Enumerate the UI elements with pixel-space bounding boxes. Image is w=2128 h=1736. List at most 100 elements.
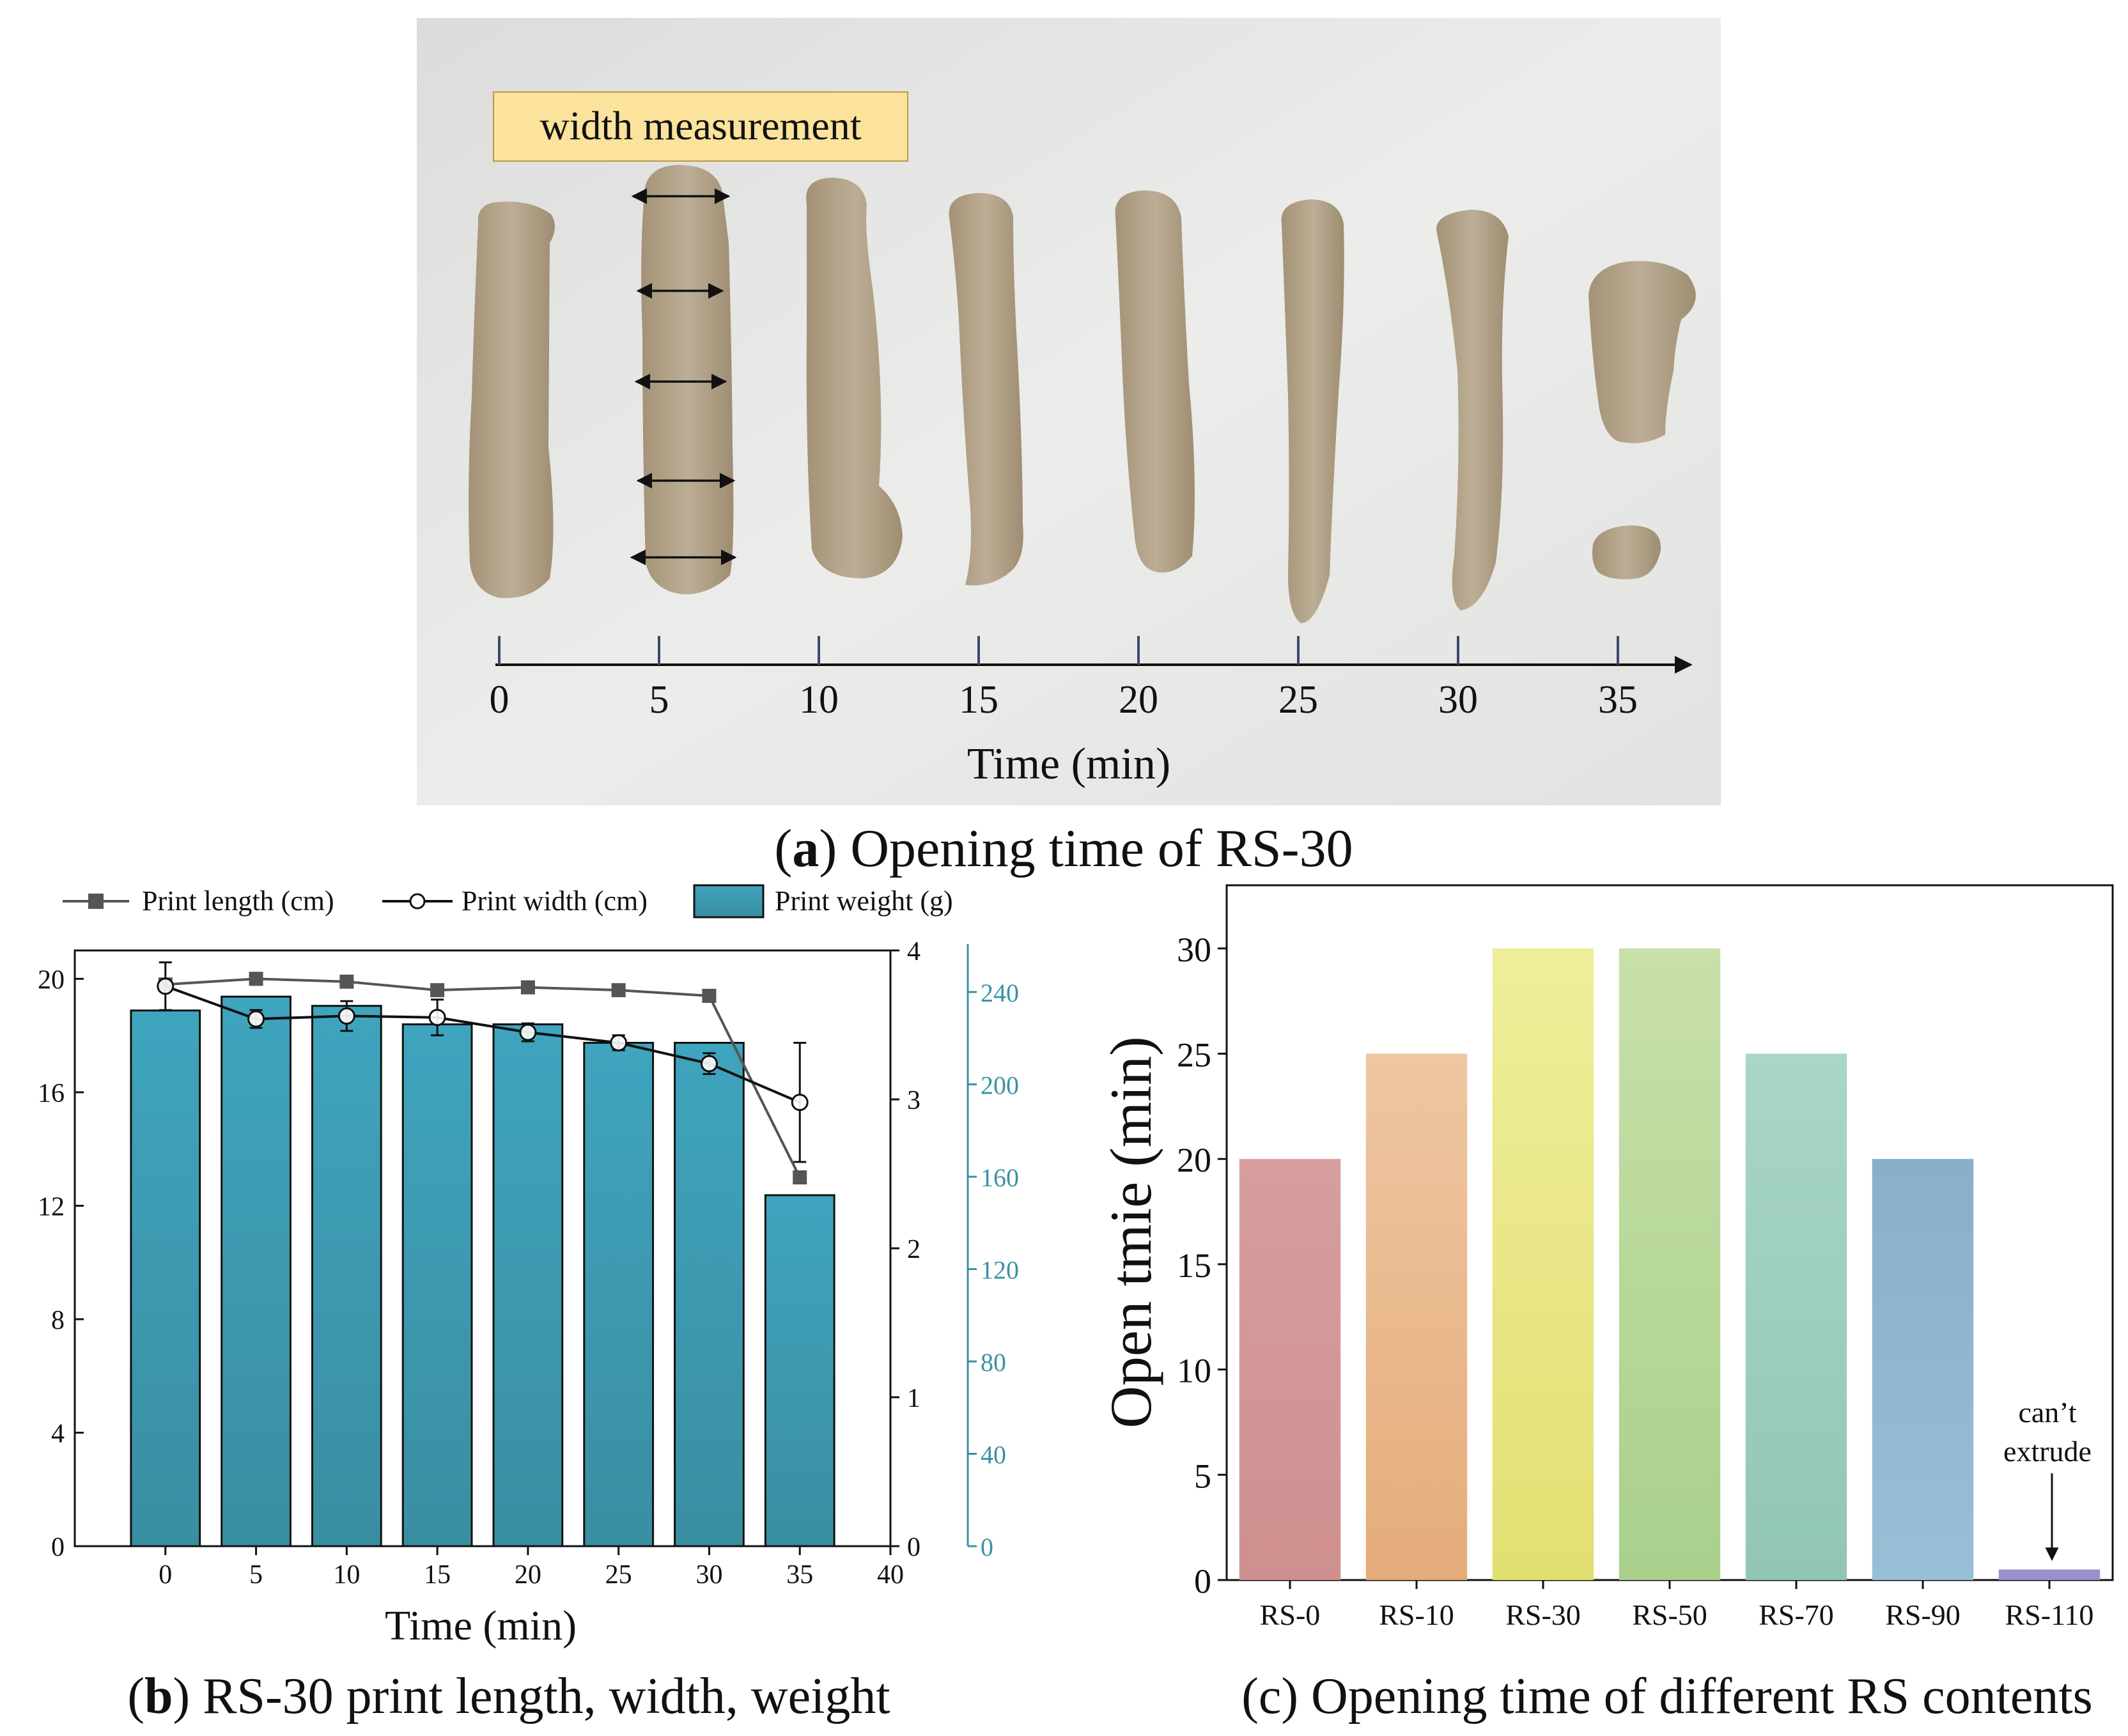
chart-c-ylabel: Open tmie (min) [1098, 1036, 1163, 1428]
width-marker-25 [610, 1034, 628, 1051]
length-line [165, 977, 802, 1178]
caption-a-text: Opening time of RS-30 [850, 819, 1353, 878]
c-x-tick-label-RS-30: RS-30 [1505, 1599, 1581, 1631]
open-time-bar-RS-70 [1745, 1053, 1847, 1580]
c-y-tick-label-5: 5 [1194, 1457, 1211, 1495]
weight-bar-10 [311, 1005, 382, 1547]
weight-bar-20 [492, 1023, 564, 1547]
left-tick-label-12: 12 [38, 1192, 65, 1221]
x-tick-label-5: 5 [249, 1560, 263, 1590]
x-tick-label-40: 40 [877, 1560, 904, 1590]
length-marker-20 [520, 980, 535, 995]
clay-strand-35 [1588, 261, 1696, 580]
x-tick-label-35: 35 [786, 1560, 813, 1590]
open-time-bar-RS-90 [1872, 1159, 1974, 1580]
legend-length: Print length (cm) [63, 885, 334, 917]
width-measurement-arrows [630, 188, 737, 566]
width-line [165, 985, 801, 1104]
panel-a-photo: width measurement 0 5 10 15 20 25 30 35 Time (m… [417, 18, 1721, 805]
right2-tick-label-0: 0 [981, 1533, 993, 1562]
right1-tick-label-3: 3 [907, 1086, 920, 1115]
clay-strand-0 [469, 201, 555, 598]
cant-extrude-line1: can’t [2018, 1396, 2076, 1429]
caption-a-letter: a [792, 819, 819, 878]
right2-tick-label-40: 40 [981, 1441, 1006, 1469]
legend-length-square-icon [88, 894, 104, 909]
width-marker-0 [157, 977, 175, 995]
photo-tick-label-0: 0 [490, 678, 509, 722]
c-y-tick-label-0: 0 [1194, 1562, 1211, 1600]
chart-b-xlabel: Time (min) [385, 1602, 577, 1649]
width-measurement-label-box [493, 91, 908, 162]
c-x-tick-label-RS-50: RS-50 [1632, 1599, 1707, 1631]
open-time-bar-RS-110 [1998, 1569, 2101, 1580]
photo-tick-label-25: 25 [1278, 678, 1318, 722]
c-y-tick-label-10: 10 [1177, 1352, 1211, 1390]
open-time-bar-RS-0 [1239, 1159, 1341, 1580]
left-tick-label-16: 16 [38, 1079, 65, 1108]
open-time-bar-RS-10 [1365, 1053, 1468, 1580]
c-y-tick-label-15: 15 [1177, 1246, 1211, 1285]
photo-tick-label-30: 30 [1438, 678, 1478, 722]
clay-strand-15 [949, 193, 1023, 585]
right2-tick-label-80: 80 [981, 1348, 1006, 1377]
x-tick-label-10: 10 [333, 1560, 360, 1590]
clay-strand-5 [641, 165, 734, 594]
c-x-tick-label-RS-0: RS-0 [1260, 1599, 1321, 1631]
weight-bar-35 [764, 1194, 835, 1547]
caption-b-text: RS-30 print length, width, weight [203, 1668, 890, 1724]
c-x-tick-label-RS-10: RS-10 [1379, 1599, 1454, 1631]
legend-width: Print width (cm) [382, 885, 648, 917]
photo-tick-label-20: 20 [1119, 678, 1158, 722]
clay-strand-10 [806, 178, 903, 578]
weight-bar-25 [583, 1041, 655, 1547]
legend-weight: Print weight (g) [693, 884, 953, 918]
weight-bar-30 [674, 1041, 745, 1547]
legend-b: Print length (cm) Print width (cm) Print… [63, 884, 953, 918]
right1-tick-label-1: 1 [907, 1384, 920, 1413]
x-tick-label-20: 20 [515, 1560, 541, 1590]
length-marker-35 [793, 1170, 807, 1185]
weight-bar-5 [221, 995, 291, 1547]
legend-weight-swatch-icon [693, 884, 765, 918]
photo-axis-ticks: 0 5 10 15 20 25 30 35 [490, 636, 1638, 722]
x-tick-label-30: 30 [695, 1560, 722, 1590]
legend-weight-label: Print weight (g) [775, 885, 953, 917]
right2-tick-label-200: 200 [981, 1071, 1019, 1100]
legend-length-label: Print length (cm) [142, 885, 334, 917]
x-tick-label-15: 15 [424, 1560, 451, 1590]
width-marker-30 [700, 1055, 718, 1073]
right2-tick-label-240: 240 [981, 979, 1019, 1007]
clay-strand-20 [1115, 190, 1195, 573]
weight-bar-0 [130, 1009, 201, 1547]
c-y-tick-label-30: 30 [1177, 931, 1211, 969]
c-y-tick-label-25: 25 [1177, 1036, 1211, 1074]
open-time-bar-RS-50 [1619, 948, 1721, 1580]
x-tick-label-0: 0 [159, 1560, 172, 1590]
caption-b-letter: b [144, 1668, 173, 1724]
photo-tick-label-15: 15 [959, 678, 998, 722]
left-tick-label-20: 20 [38, 965, 65, 995]
clay-strand-25 [1281, 199, 1344, 623]
width-marker-15 [428, 1009, 446, 1027]
right1-tick-label-4: 4 [907, 937, 920, 966]
caption-c-letter: c [1259, 1668, 1282, 1724]
chart-c-plot: RS-0 RS-10 RS-30 RS-50 RS-70 RS-90 RS-110 0 5 10 1… [1177, 931, 2101, 1631]
photo-axis-title: Time (min) [967, 740, 1170, 789]
panel-c-chart: RS-0 RS-10 RS-30 RS-50 RS-70 RS-90 RS-110 0 5 10 1… [1098, 884, 2114, 1631]
width-marker-5 [247, 1010, 265, 1028]
c-x-tick-label-RS-110: RS-110 [2005, 1599, 2094, 1631]
right1-tick-label-2: 2 [907, 1235, 920, 1264]
c-x-tick-label-RS-90: RS-90 [1885, 1599, 1961, 1631]
photo-tick-label-5: 5 [649, 678, 669, 722]
c-x-tick-label-RS-70: RS-70 [1759, 1599, 1834, 1631]
caption-c-text: Opening time of different RS contents [1311, 1668, 2093, 1724]
left-tick-label-8: 8 [51, 1306, 65, 1335]
length-marker-30 [702, 989, 717, 1004]
caption-c: (c) Opening time of different RS content… [1241, 1668, 2093, 1724]
legend-width-label: Print width (cm) [462, 885, 648, 917]
cant-extrude-line2: extrude [2003, 1435, 2092, 1468]
left-tick-label-4: 4 [51, 1419, 65, 1448]
